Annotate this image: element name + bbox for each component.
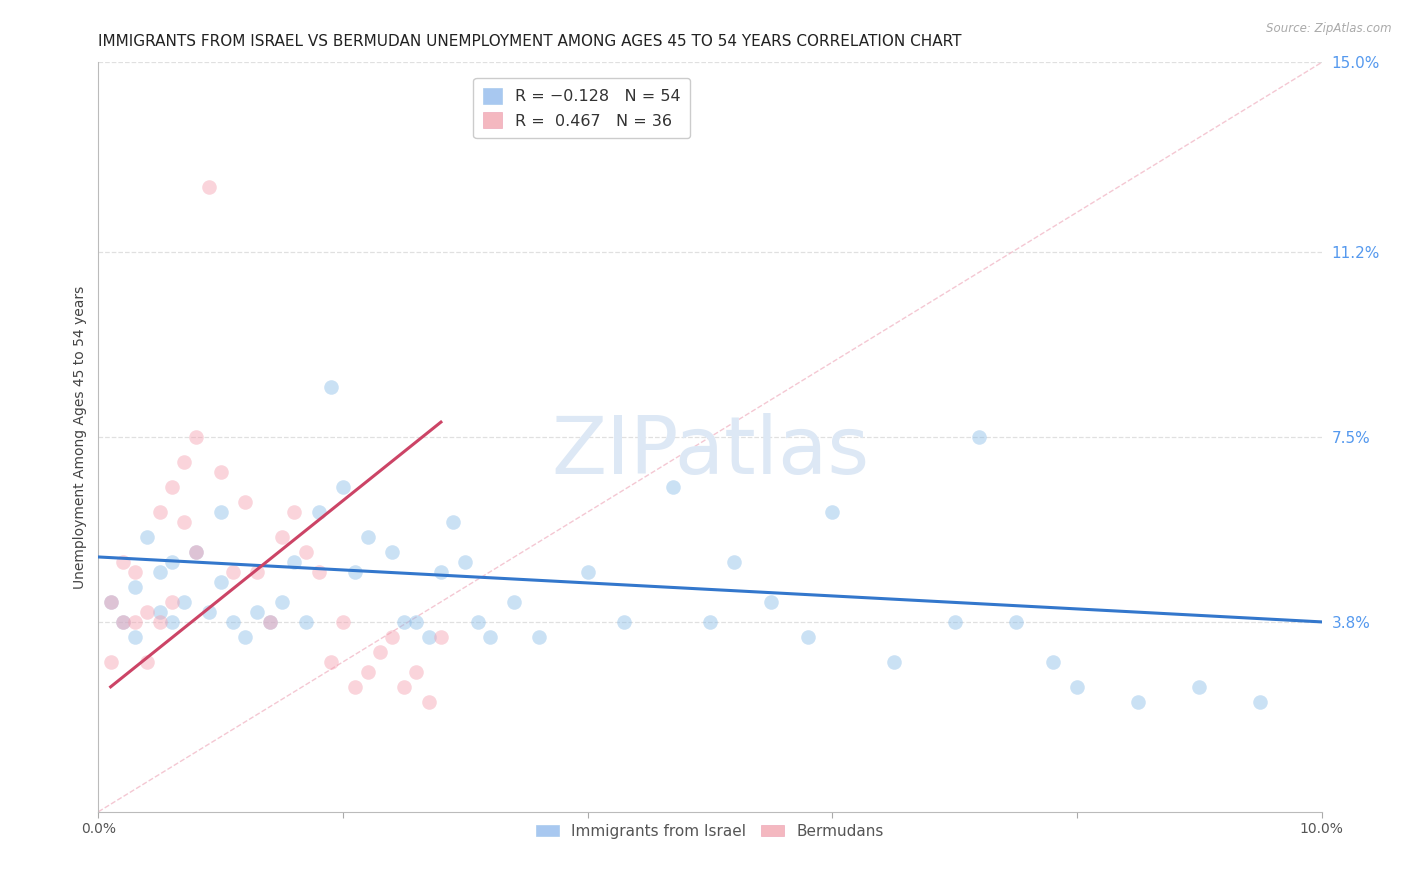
Point <box>186 545 208 559</box>
Point <box>160 615 183 629</box>
Point <box>344 565 367 579</box>
Point <box>186 430 208 444</box>
Point <box>381 630 404 644</box>
Point <box>405 665 427 679</box>
Point <box>1128 695 1150 709</box>
Point <box>124 630 146 644</box>
Point <box>283 555 305 569</box>
Point <box>136 655 159 669</box>
Point <box>797 630 820 644</box>
Point <box>356 665 378 679</box>
Point <box>295 615 318 629</box>
Point <box>111 615 134 629</box>
Point <box>124 615 146 629</box>
Point <box>503 595 526 609</box>
Point <box>173 595 195 609</box>
Point <box>136 605 159 619</box>
Point <box>209 574 232 589</box>
Point <box>1042 655 1064 669</box>
Point <box>1188 680 1211 694</box>
Point <box>467 615 489 629</box>
Point <box>662 480 685 494</box>
Point <box>967 430 990 444</box>
Point <box>100 655 122 669</box>
Point <box>149 505 172 519</box>
Point <box>943 615 966 629</box>
Point <box>173 515 195 529</box>
Point <box>186 545 208 559</box>
Point <box>283 505 305 519</box>
Point <box>319 380 342 394</box>
Point <box>111 555 134 569</box>
Point <box>160 555 183 569</box>
Point <box>759 595 782 609</box>
Point <box>136 530 159 544</box>
Legend: Immigrants from Israel, Bermudans: Immigrants from Israel, Bermudans <box>530 818 890 846</box>
Point <box>418 630 440 644</box>
Text: IMMIGRANTS FROM ISRAEL VS BERMUDAN UNEMPLOYMENT AMONG AGES 45 TO 54 YEARS CORREL: IMMIGRANTS FROM ISRAEL VS BERMUDAN UNEMP… <box>98 34 962 49</box>
Point <box>222 565 245 579</box>
Point <box>883 655 905 669</box>
Point <box>233 495 256 509</box>
Point <box>259 615 281 629</box>
Y-axis label: Unemployment Among Ages 45 to 54 years: Unemployment Among Ages 45 to 54 years <box>73 285 87 589</box>
Point <box>1066 680 1088 694</box>
Point <box>319 655 342 669</box>
Point <box>124 565 146 579</box>
Point <box>699 615 721 629</box>
Point <box>356 530 378 544</box>
Text: ZIPatlas: ZIPatlas <box>551 413 869 491</box>
Point <box>149 605 172 619</box>
Point <box>100 595 122 609</box>
Point <box>368 645 391 659</box>
Point <box>430 565 453 579</box>
Point <box>124 580 146 594</box>
Point <box>332 480 354 494</box>
Point <box>576 565 599 579</box>
Point <box>527 630 550 644</box>
Point <box>723 555 745 569</box>
Point <box>392 680 416 694</box>
Point <box>295 545 318 559</box>
Point <box>418 695 440 709</box>
Point <box>270 595 292 609</box>
Point <box>100 595 122 609</box>
Point <box>222 615 245 629</box>
Point <box>454 555 477 569</box>
Point <box>270 530 292 544</box>
Point <box>430 630 453 644</box>
Point <box>1004 615 1026 629</box>
Text: Source: ZipAtlas.com: Source: ZipAtlas.com <box>1267 22 1392 36</box>
Point <box>392 615 416 629</box>
Point <box>209 465 232 479</box>
Point <box>308 505 330 519</box>
Point <box>821 505 844 519</box>
Point <box>405 615 427 629</box>
Point <box>259 615 281 629</box>
Point <box>246 565 269 579</box>
Point <box>149 565 172 579</box>
Point <box>149 615 172 629</box>
Point <box>381 545 404 559</box>
Point <box>308 565 330 579</box>
Point <box>1249 695 1271 709</box>
Point <box>332 615 354 629</box>
Point <box>209 505 232 519</box>
Point <box>478 630 501 644</box>
Point <box>160 595 183 609</box>
Point <box>246 605 269 619</box>
Point <box>613 615 636 629</box>
Point <box>173 455 195 469</box>
Point <box>111 615 134 629</box>
Point <box>441 515 464 529</box>
Point <box>344 680 367 694</box>
Point <box>197 605 219 619</box>
Point <box>160 480 183 494</box>
Point <box>233 630 256 644</box>
Point <box>197 180 219 194</box>
